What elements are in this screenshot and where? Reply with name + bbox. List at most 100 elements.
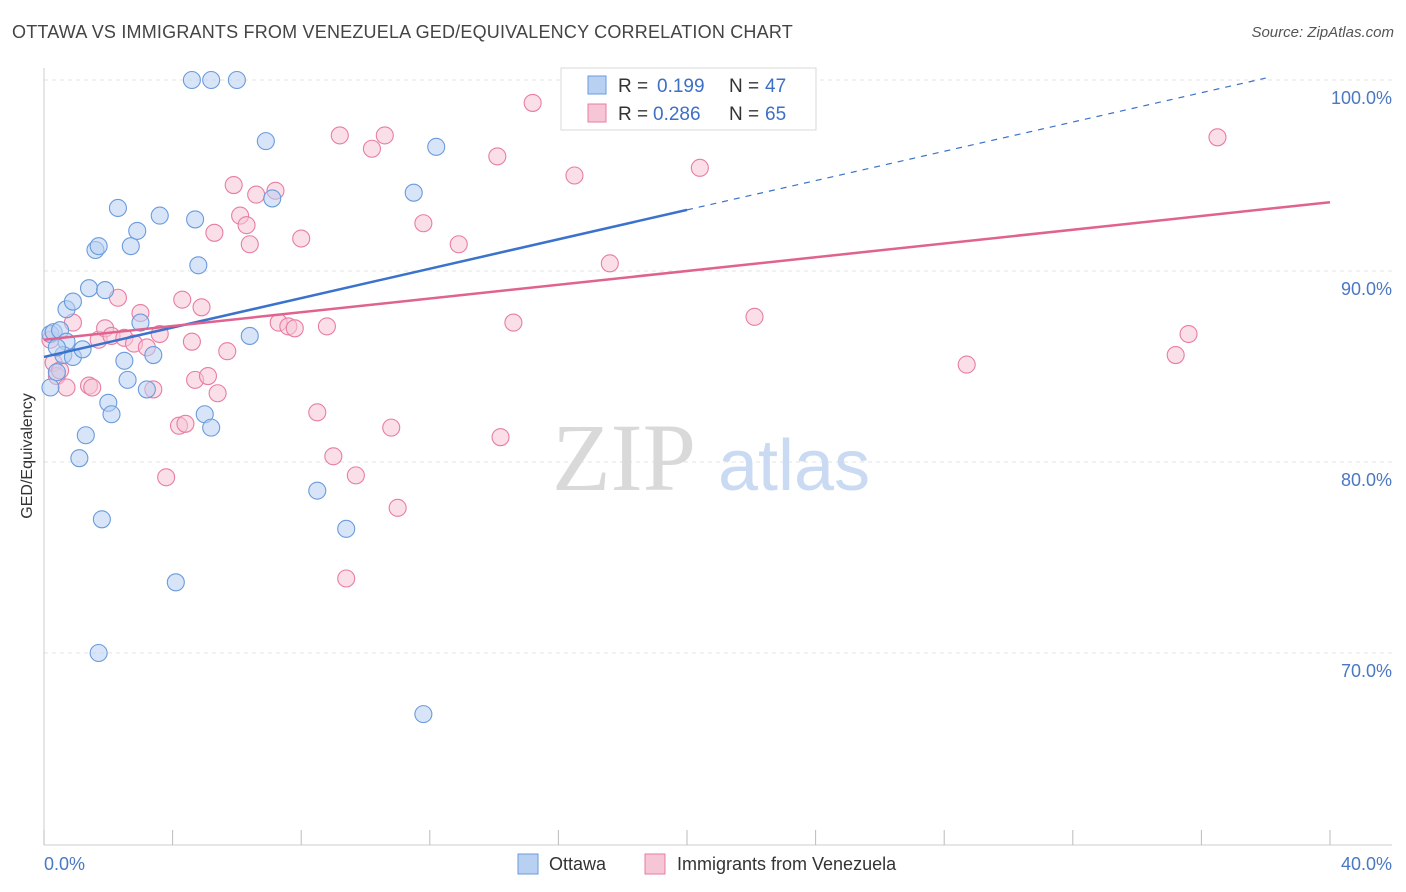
venezuela-point-22 bbox=[182, 332, 201, 351]
data-points bbox=[41, 70, 1227, 724]
ottawa-point-20 bbox=[131, 313, 150, 332]
ottawa-point-15 bbox=[121, 237, 140, 256]
ottawa-point-13 bbox=[96, 281, 115, 300]
venezuela-point-21 bbox=[176, 414, 195, 433]
ottawa-point-22 bbox=[144, 345, 163, 365]
venezuela-point-59 bbox=[745, 307, 764, 326]
ottawa-point-32 bbox=[182, 70, 201, 90]
venezuela-point-38 bbox=[292, 229, 311, 248]
ottawa-point-23 bbox=[118, 370, 137, 389]
venezuela-point-18 bbox=[157, 468, 176, 487]
ottawa-point-18 bbox=[186, 210, 205, 229]
watermark-zip: ZIP bbox=[552, 404, 696, 511]
bottom-legend-swatch-ottawa bbox=[517, 853, 539, 875]
legend-r-value-ottawa: 0.199 bbox=[657, 76, 705, 97]
x-ticks bbox=[43, 830, 1331, 845]
venezuela-point-33 bbox=[247, 185, 266, 204]
ottawa-point-21 bbox=[115, 351, 134, 370]
venezuela-point-53 bbox=[504, 313, 523, 332]
legend-n-value-ottawa: 47 bbox=[765, 76, 786, 97]
ottawa-point-28 bbox=[70, 449, 89, 468]
venezuela-point-40 bbox=[317, 317, 336, 336]
venezuela-point-42 bbox=[330, 126, 349, 145]
ottawa-point-42 bbox=[308, 481, 327, 500]
ottawa-point-16 bbox=[128, 221, 147, 240]
venezuela-point-25 bbox=[198, 366, 218, 386]
ottawa-point-31 bbox=[89, 643, 108, 663]
legend-n-value-venezuela: 65 bbox=[765, 104, 786, 125]
ottawa-point-43 bbox=[337, 519, 356, 538]
legend-n-label-venezuela: N = bbox=[729, 104, 759, 125]
venezuela-point-44 bbox=[346, 466, 365, 485]
ottawa-point-14 bbox=[108, 198, 127, 218]
venezuela-point-51 bbox=[488, 147, 507, 166]
ottawa-point-7 bbox=[41, 378, 60, 397]
venezuela-point-4 bbox=[57, 378, 76, 397]
x-tick-labels: 0.0% 40.0% bbox=[44, 854, 1392, 874]
ottawa-point-26 bbox=[102, 405, 121, 424]
bottom-legend: Ottawa Immigrants from Venezuela bbox=[517, 853, 897, 875]
legend-swatch-venezuela bbox=[587, 103, 607, 123]
ottawa-point-34 bbox=[227, 70, 246, 90]
x-tick-label-40: 40.0% bbox=[1341, 854, 1392, 874]
venezuela-point-55 bbox=[565, 166, 584, 185]
y-tick-label-80: 80.0% bbox=[1341, 470, 1392, 490]
legend-r-label-venezuela: R = bbox=[618, 104, 648, 125]
venezuela-point-57 bbox=[690, 158, 709, 177]
venezuela-point-61 bbox=[957, 355, 976, 374]
ottawa-point-2 bbox=[47, 363, 66, 382]
venezuela-point-27 bbox=[208, 384, 227, 403]
venezuela-point-56 bbox=[600, 254, 619, 273]
bottom-legend-label-venezuela: Immigrants from Venezuela bbox=[677, 854, 897, 874]
ottawa-point-27 bbox=[76, 426, 95, 445]
legend: R = 0.199 N = 47 R = 0.286 N = 65 bbox=[560, 67, 817, 131]
y-axis-title: GED/Equivalency bbox=[19, 393, 36, 518]
ottawa-point-39 bbox=[202, 418, 221, 437]
chart-title: OTTAWA VS IMMIGRANTS FROM VENEZUELA GED/… bbox=[12, 22, 793, 42]
venezuela-point-41 bbox=[324, 447, 343, 466]
venezuela-trend-line bbox=[43, 200, 1331, 342]
venezuela-point-62 bbox=[1166, 345, 1185, 365]
watermark: ZIP atlas bbox=[552, 404, 870, 511]
ottawa-trend-line bbox=[43, 208, 688, 359]
legend-r-label-ottawa: R = bbox=[618, 76, 648, 97]
venezuela-point-49 bbox=[414, 214, 433, 233]
venezuela-point-54 bbox=[523, 93, 542, 112]
venezuela-point-43 bbox=[337, 569, 356, 588]
venezuela-point-28 bbox=[218, 342, 237, 361]
venezuela-point-32 bbox=[240, 235, 259, 254]
ottawa-point-40 bbox=[404, 183, 423, 202]
venezuela-point-39 bbox=[308, 403, 327, 422]
legend-r-value-venezuela: 0.286 bbox=[653, 104, 701, 125]
venezuela-point-48 bbox=[388, 498, 407, 517]
ottawa-point-35 bbox=[256, 132, 275, 151]
venezuela-point-24 bbox=[192, 298, 211, 317]
legend-n-label-ottawa: N = bbox=[729, 76, 759, 97]
x-tick-label-0: 0.0% bbox=[44, 854, 85, 874]
ottawa-trend-extension bbox=[686, 77, 1266, 211]
ottawa-point-33 bbox=[202, 70, 221, 90]
grid-lines bbox=[44, 79, 1392, 654]
venezuela-point-45 bbox=[362, 139, 381, 158]
ottawa-point-37 bbox=[240, 326, 259, 345]
ottawa-point-36 bbox=[263, 189, 282, 208]
y-tick-labels: 100.0% 90.0% 80.0% 70.0% bbox=[1331, 88, 1392, 681]
venezuela-point-63 bbox=[1179, 324, 1198, 344]
venezuela-point-52 bbox=[491, 428, 510, 447]
venezuela-point-29 bbox=[224, 176, 243, 195]
venezuela-point-64 bbox=[1208, 128, 1227, 147]
ottawa-point-10 bbox=[79, 279, 99, 298]
ottawa-point-9 bbox=[63, 292, 82, 311]
venezuela-point-31 bbox=[237, 216, 256, 235]
ottawa-point-19 bbox=[189, 256, 208, 275]
y-tick-label-90: 90.0% bbox=[1341, 279, 1392, 299]
ottawa-point-29 bbox=[92, 510, 111, 529]
venezuela-point-50 bbox=[449, 235, 468, 254]
bottom-legend-swatch-venezuela bbox=[644, 853, 666, 875]
trend-lines bbox=[43, 77, 1331, 359]
axes bbox=[43, 68, 1392, 846]
y-tick-label-100: 100.0% bbox=[1331, 88, 1392, 108]
chart-source: Source: ZipAtlas.com bbox=[1251, 24, 1394, 41]
y-tick-label-70: 70.0% bbox=[1341, 661, 1392, 681]
